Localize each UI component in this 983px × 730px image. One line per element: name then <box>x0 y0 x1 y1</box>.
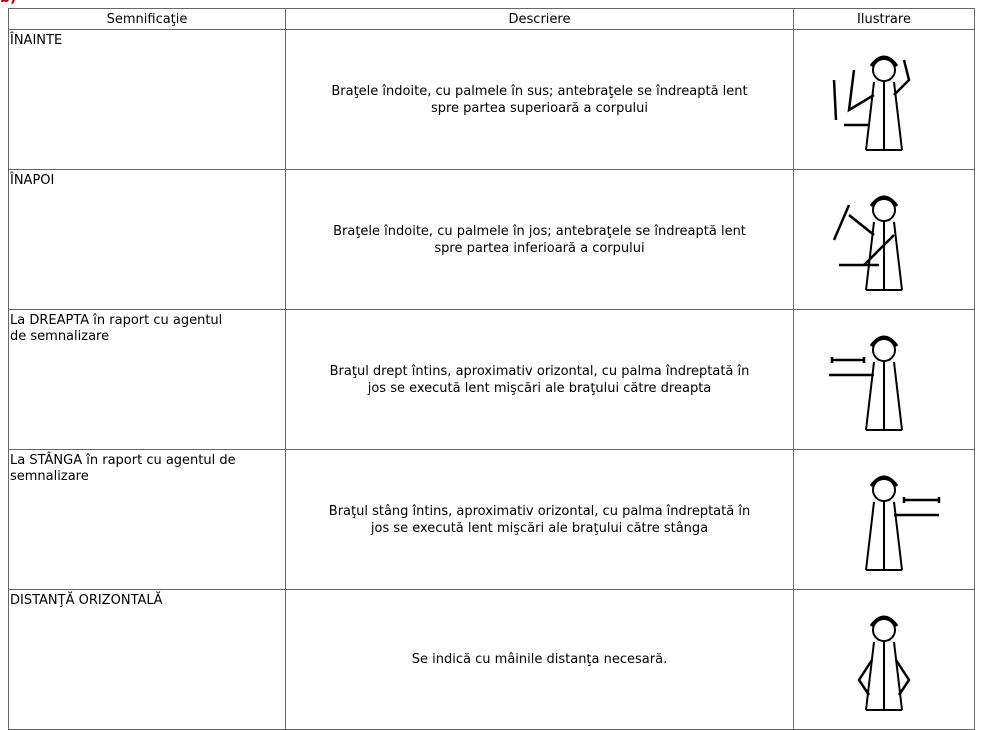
description-text: Braţul drept întins, aproximativ orizont… <box>329 363 750 396</box>
illustration-cell <box>793 589 975 730</box>
header-row: Semnificaţie Descriere Ilustrare <box>8 8 975 30</box>
illustration-cell <box>793 309 975 450</box>
illustration <box>865 475 941 571</box>
illustration-cell <box>793 29 975 170</box>
description-text: Braţele îndoite, cu palmele în jos; ante… <box>333 223 746 256</box>
description-cell: Braţele îndoite, cu palmele în jos; ante… <box>285 169 794 310</box>
description-cell: Se indică cu mâinile distanţa necesară. <box>285 589 794 730</box>
description-cell: Braţul stâng întins, aproximativ orizont… <box>285 449 794 590</box>
table-row: La STÂNGA în raport cu agentul de semnal… <box>8 449 975 590</box>
description-cell: Braţele îndoite, cu palmele în sus; ante… <box>285 29 794 170</box>
illustration-cell <box>793 169 975 310</box>
illustration <box>832 55 911 151</box>
illustration <box>857 615 911 711</box>
signal-table: Semnificaţie Descriere Ilustrare ÎNAINTE… <box>8 8 975 730</box>
table-row: ÎNAPOI Braţele îndoite, cu palmele în jos… <box>8 169 975 310</box>
meaning-cell: ÎNAPOI <box>8 169 286 310</box>
section-label: b) <box>0 0 16 6</box>
meaning-text: ÎNAPOI <box>10 173 55 188</box>
table-row: ÎNAINTE Braţele îndoite, cu palmele în su… <box>8 29 975 170</box>
header-cell: Descriere <box>285 8 794 30</box>
description-text: Se indică cu mâinile distanţa necesară. <box>411 652 668 667</box>
header-cell: Ilustrare <box>793 8 975 30</box>
description-text: Braţul stâng întins, aproximativ orizont… <box>328 503 751 536</box>
illustration <box>829 335 903 431</box>
meaning-text: La DREAPTA în raport cu agentul de semna… <box>10 313 223 344</box>
meaning-cell: ÎNAINTE <box>8 29 286 170</box>
meaning-cell: La DREAPTA în raport cu agentul de semna… <box>8 309 286 450</box>
meaning-cell: DISTANŢĂ ORIZONTALĂ <box>8 589 286 730</box>
meaning-text: ÎNAINTE <box>10 33 63 48</box>
table-row: DISTANŢĂ ORIZONTALĂ Se indică cu mâinile … <box>8 589 975 730</box>
description-cell: Braţul drept întins, aproximativ orizont… <box>285 309 794 450</box>
meaning-cell: La STÂNGA în raport cu agentul de semnal… <box>8 449 286 590</box>
table-body: ÎNAINTE Braţele îndoite, cu palmele în su… <box>8 29 975 730</box>
description-text: Braţele îndoite, cu palmele în sus; ante… <box>331 83 748 116</box>
illustration <box>832 195 903 291</box>
table-row: La DREAPTA în raport cu agentul de semna… <box>8 309 975 450</box>
header-cell: Semnificaţie <box>8 8 286 30</box>
illustration-cell <box>793 449 975 590</box>
meaning-text: La STÂNGA în raport cu agentul de semnal… <box>10 453 236 484</box>
meaning-text: DISTANŢĂ ORIZONTALĂ <box>10 593 163 608</box>
